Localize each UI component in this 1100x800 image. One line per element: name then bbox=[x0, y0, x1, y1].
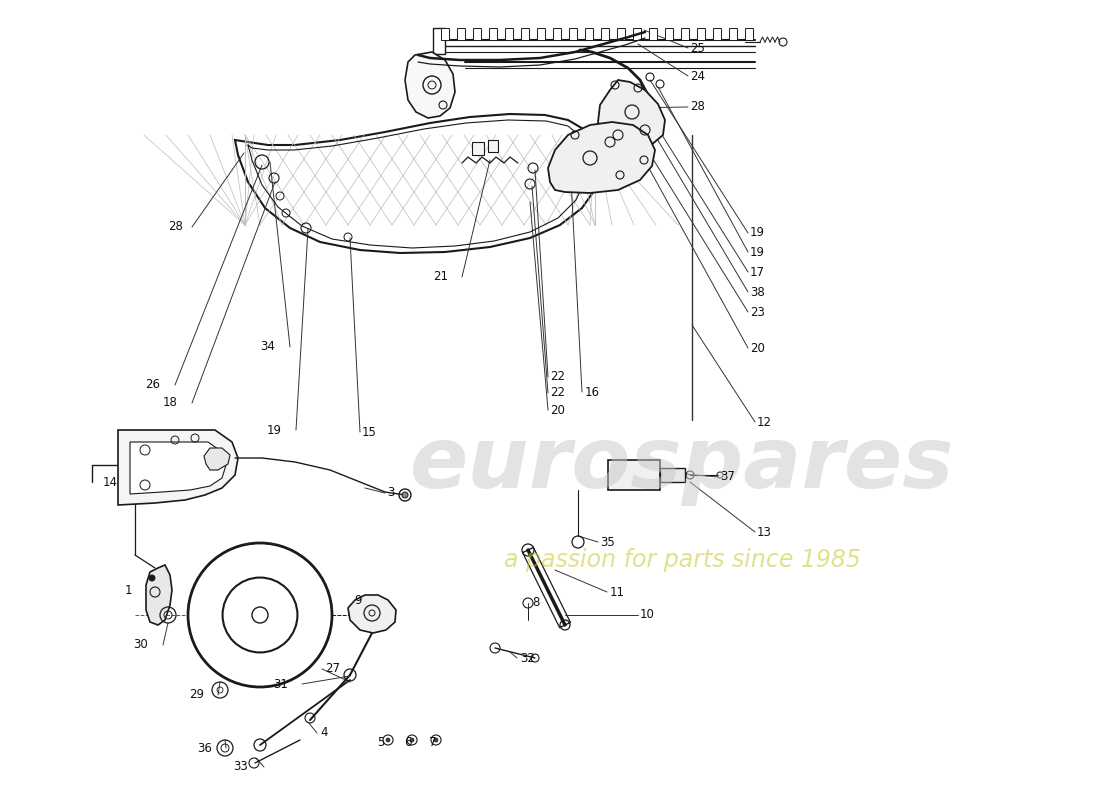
Bar bbox=[745, 28, 754, 40]
Text: 23: 23 bbox=[750, 306, 764, 318]
Text: 22: 22 bbox=[550, 386, 565, 399]
Bar bbox=[521, 28, 529, 40]
Text: 6: 6 bbox=[405, 735, 412, 749]
Bar bbox=[537, 28, 544, 40]
Text: 21: 21 bbox=[433, 270, 448, 283]
Bar bbox=[456, 28, 465, 40]
Text: 7: 7 bbox=[429, 735, 436, 749]
Polygon shape bbox=[598, 80, 666, 150]
Text: a passion for parts since 1985: a passion for parts since 1985 bbox=[504, 548, 860, 572]
Polygon shape bbox=[608, 460, 660, 490]
Text: 28: 28 bbox=[690, 101, 705, 114]
Bar bbox=[553, 28, 561, 40]
Text: 13: 13 bbox=[757, 526, 772, 538]
Text: 35: 35 bbox=[600, 535, 615, 549]
Text: 30: 30 bbox=[133, 638, 148, 651]
Bar bbox=[601, 28, 609, 40]
Text: 11: 11 bbox=[610, 586, 625, 598]
Circle shape bbox=[148, 575, 155, 581]
Polygon shape bbox=[472, 142, 484, 155]
Bar bbox=[441, 28, 449, 40]
Bar bbox=[490, 28, 497, 40]
Text: 19: 19 bbox=[750, 226, 764, 239]
Circle shape bbox=[410, 738, 414, 742]
Bar bbox=[585, 28, 593, 40]
Bar bbox=[569, 28, 578, 40]
Text: 8: 8 bbox=[532, 597, 539, 610]
Text: 28: 28 bbox=[168, 221, 183, 234]
Text: 16: 16 bbox=[585, 386, 600, 398]
Bar bbox=[697, 28, 705, 40]
Text: 18: 18 bbox=[163, 397, 178, 410]
Text: 24: 24 bbox=[690, 70, 705, 82]
Text: 33: 33 bbox=[233, 761, 248, 774]
Bar bbox=[666, 28, 673, 40]
Text: 36: 36 bbox=[197, 742, 212, 754]
Text: 29: 29 bbox=[189, 689, 204, 702]
Text: 34: 34 bbox=[260, 341, 275, 354]
Polygon shape bbox=[130, 442, 225, 494]
Text: 3: 3 bbox=[387, 486, 395, 499]
Bar bbox=[649, 28, 657, 40]
Text: 12: 12 bbox=[757, 415, 772, 429]
Text: 14: 14 bbox=[103, 477, 118, 490]
Text: 20: 20 bbox=[750, 342, 764, 354]
Text: 25: 25 bbox=[690, 42, 705, 54]
Text: 19: 19 bbox=[750, 246, 764, 258]
Polygon shape bbox=[146, 565, 172, 625]
Bar bbox=[681, 28, 689, 40]
Text: 20: 20 bbox=[550, 403, 565, 417]
Polygon shape bbox=[118, 430, 238, 505]
Bar bbox=[632, 28, 641, 40]
Circle shape bbox=[402, 492, 408, 498]
Circle shape bbox=[434, 738, 438, 742]
Text: 4: 4 bbox=[320, 726, 328, 739]
Bar bbox=[617, 28, 625, 40]
Text: 37: 37 bbox=[720, 470, 735, 483]
Text: 5: 5 bbox=[377, 735, 385, 749]
Text: 10: 10 bbox=[640, 609, 654, 622]
Text: 38: 38 bbox=[750, 286, 764, 298]
Text: 22: 22 bbox=[550, 370, 565, 383]
Bar bbox=[473, 28, 481, 40]
Text: 32: 32 bbox=[520, 651, 535, 665]
Circle shape bbox=[386, 738, 390, 742]
Text: eurospares: eurospares bbox=[409, 422, 955, 506]
Text: 1: 1 bbox=[124, 583, 132, 597]
Text: 26: 26 bbox=[145, 378, 160, 391]
Text: 15: 15 bbox=[362, 426, 377, 438]
Polygon shape bbox=[204, 448, 230, 470]
Polygon shape bbox=[433, 28, 446, 54]
Polygon shape bbox=[548, 122, 654, 193]
Bar bbox=[713, 28, 721, 40]
Bar bbox=[505, 28, 513, 40]
Text: 27: 27 bbox=[324, 662, 340, 675]
Polygon shape bbox=[348, 595, 396, 633]
Polygon shape bbox=[488, 140, 498, 152]
Text: 9: 9 bbox=[354, 594, 362, 606]
Polygon shape bbox=[235, 114, 600, 253]
Bar bbox=[729, 28, 737, 40]
Text: 17: 17 bbox=[750, 266, 764, 278]
Text: 19: 19 bbox=[267, 423, 282, 437]
Text: 31: 31 bbox=[273, 678, 288, 690]
Polygon shape bbox=[405, 52, 455, 118]
Polygon shape bbox=[660, 468, 685, 482]
